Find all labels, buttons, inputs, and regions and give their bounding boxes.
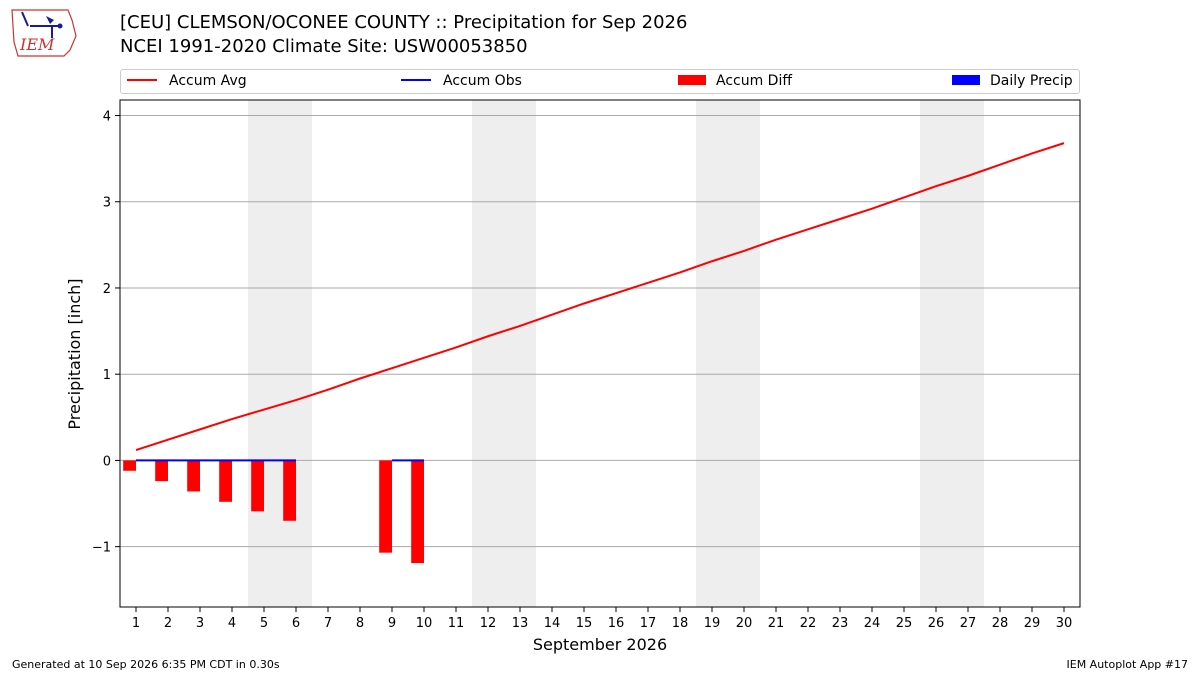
x-tick-label: 25 — [896, 616, 913, 631]
x-tick-label: 20 — [736, 616, 753, 631]
x-tick-label: 28 — [992, 616, 1009, 631]
y-tick-label: 2 — [103, 282, 111, 297]
weekend-band — [696, 100, 760, 607]
x-tick-label: 14 — [544, 616, 561, 631]
x-tick-label: 10 — [416, 616, 433, 631]
x-tick-label: 23 — [832, 616, 849, 631]
accum-avg-swatch — [127, 79, 157, 81]
x-tick-label: 21 — [768, 616, 785, 631]
x-tick-label: 5 — [260, 616, 268, 631]
x-tick-label: 3 — [196, 616, 204, 631]
accum-obs-swatch — [401, 79, 431, 81]
y-tick-label: 3 — [103, 196, 111, 211]
x-tick-label: 12 — [480, 616, 497, 631]
weekend-band — [472, 100, 536, 607]
accum-diff-bars — [123, 460, 424, 564]
x-tick-label: 1 — [132, 616, 140, 631]
legend-label: Accum Obs — [443, 73, 522, 89]
chart-legend: Accum Avg Accum Obs Accum Diff Daily Pre… — [120, 69, 1080, 94]
accum-diff-bar — [187, 460, 200, 492]
x-tick-label: 19 — [704, 616, 721, 631]
legend-label: Accum Diff — [716, 73, 793, 89]
chart-title-line1: [CEU] CLEMSON/OCONEE COUNTY :: Precipita… — [120, 12, 688, 33]
accum-diff-bar — [251, 460, 264, 512]
x-tick-label: 9 — [388, 616, 396, 631]
x-tick-label: 27 — [960, 616, 977, 631]
x-tick-label: 18 — [672, 616, 689, 631]
plot-frame — [119, 99, 1081, 608]
logo-text: IEM — [19, 35, 55, 54]
accum-diff-bar — [155, 460, 168, 482]
y-tick-label: 1 — [103, 368, 111, 383]
legend-item-daily-precip: Daily Precip — [952, 73, 1073, 89]
x-tick-label: 15 — [576, 616, 593, 631]
iem-logo: IEM — [8, 6, 80, 58]
x-tick-label: 13 — [512, 616, 529, 631]
chart-title-line2: NCEI 1991-2020 Climate Site: USW00053850 — [120, 36, 528, 57]
accum-diff-bar — [411, 460, 424, 564]
x-tick-label: 16 — [608, 616, 625, 631]
x-tick-label: 6 — [292, 616, 300, 631]
x-tick-label: 4 — [228, 616, 236, 631]
legend-label: Accum Avg — [169, 73, 247, 89]
accum-avg-line — [135, 142, 1065, 452]
legend-item-accum-obs: Accum Obs — [401, 73, 522, 89]
weekend-band — [920, 100, 984, 607]
x-tick-label: 7 — [324, 616, 332, 631]
x-tick-label: 30 — [1056, 616, 1073, 631]
accum-diff-bar — [219, 460, 232, 502]
legend-item-accum-avg: Accum Avg — [127, 73, 247, 89]
accum-diff-bar — [123, 460, 136, 471]
x-axis-label: September 2026 — [533, 635, 667, 654]
x-tick-label: 24 — [864, 616, 881, 631]
generated-timestamp: Generated at 10 Sep 2026 6:35 PM CDT in … — [12, 658, 280, 671]
x-tick-label: 8 — [356, 616, 364, 631]
app-credit: IEM Autoplot App #17 — [1066, 658, 1189, 671]
weekend-band — [248, 100, 312, 607]
accum-diff-bar — [379, 460, 392, 553]
accum-diff-swatch — [678, 75, 706, 85]
x-axis-ticks: 1 2 3 4 5 6 7 8 9 10 11 12 13 14 15 16 17 18 19 20 21 22 23 24 2… — [132, 607, 1072, 631]
y-tick-label: 0 — [103, 454, 111, 469]
legend-item-accum-diff: Accum Diff — [678, 73, 792, 89]
x-tick-label: 11 — [448, 616, 465, 631]
series-lines — [135, 142, 1065, 462]
y-tick-label: 4 — [103, 110, 111, 125]
x-tick-label: 17 — [640, 616, 657, 631]
x-tick-label: 26 — [928, 616, 945, 631]
x-tick-label: 22 — [800, 616, 817, 631]
x-tick-label: 29 — [1024, 616, 1041, 631]
legend-label: Daily Precip — [990, 73, 1073, 89]
x-tick-label: 2 — [164, 616, 172, 631]
y-axis-label: Precipitation [inch] — [65, 278, 84, 429]
accum-diff-bar — [283, 460, 296, 521]
y-tick-label: −1 — [92, 541, 111, 556]
daily-precip-swatch — [952, 75, 980, 85]
weekend-bands — [248, 100, 984, 607]
y-axis-ticks: −1 0 1 2 3 4 — [92, 110, 120, 556]
